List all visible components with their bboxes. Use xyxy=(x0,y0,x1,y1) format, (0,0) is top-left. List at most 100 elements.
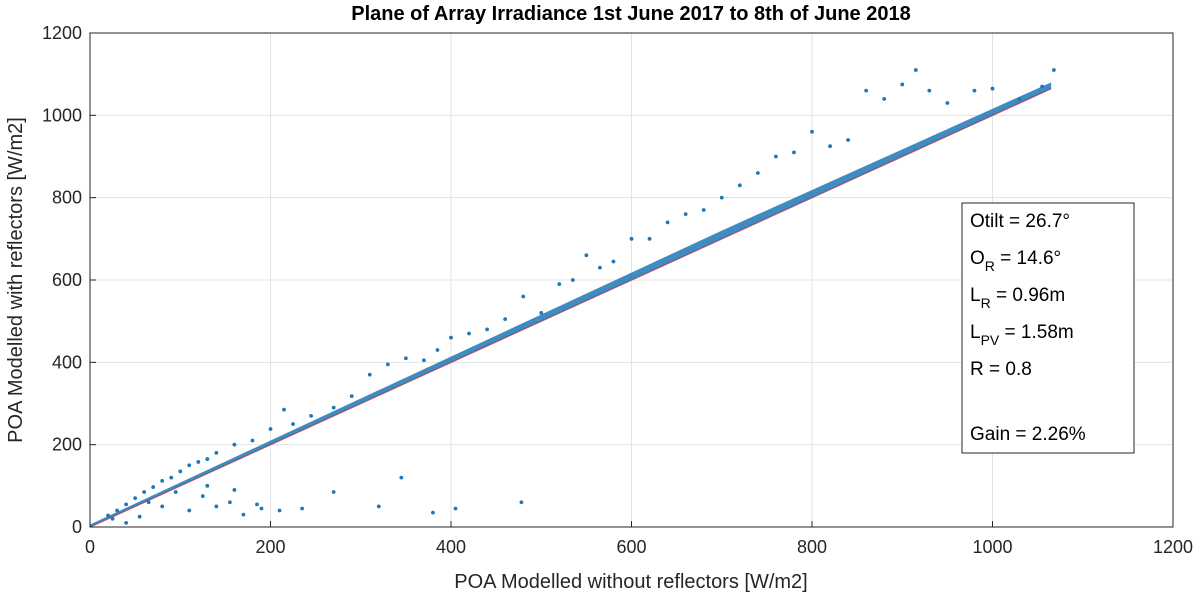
annotation-lr: LR = 0.96m xyxy=(970,285,1065,311)
data-point xyxy=(399,475,404,480)
annotation-lr-value: = 0.96m xyxy=(991,285,1065,306)
data-point xyxy=(124,520,128,525)
data-point xyxy=(124,502,128,507)
data-point xyxy=(309,413,314,418)
annotation-gain-text: Gain = 2.26% xyxy=(970,424,1086,445)
data-point xyxy=(467,331,471,336)
data-point xyxy=(277,508,282,513)
data-point xyxy=(300,506,304,511)
parameter-annotation-box: Otilt = 26.7° OR = 14.6° LR = 0.96m LPV … xyxy=(961,202,1135,454)
data-points xyxy=(90,68,1056,528)
data-point xyxy=(187,463,192,468)
y-tick-label: 400 xyxy=(52,352,82,372)
data-point xyxy=(519,500,524,505)
data-point xyxy=(291,422,295,426)
chart-title: Plane of Array Irradiance 1st June 2017 … xyxy=(351,3,910,25)
data-point xyxy=(367,372,372,377)
data-point xyxy=(403,356,408,361)
data-point xyxy=(1051,68,1056,72)
data-point xyxy=(435,348,440,352)
data-point xyxy=(864,88,869,93)
data-point xyxy=(810,129,814,134)
data-point xyxy=(259,506,264,511)
data-point xyxy=(1017,96,1022,101)
data-point xyxy=(178,469,183,474)
y-tick-labels: 0 200 400 600 800 1000 1200 xyxy=(42,23,96,537)
data-point xyxy=(173,490,178,494)
annotation-lr-subscript: R xyxy=(981,295,991,311)
annotation-r: R = 0.8 xyxy=(970,359,1032,380)
data-point xyxy=(331,405,336,410)
y-axis-label: POA Modelled with reflectors [W/m2] xyxy=(5,117,27,443)
annotation-or: OR = 14.6° xyxy=(970,248,1061,274)
data-point xyxy=(331,490,336,494)
data-point xyxy=(945,101,950,105)
data-point xyxy=(683,212,688,217)
data-point xyxy=(110,516,115,521)
data-point xyxy=(913,68,918,72)
data-point xyxy=(719,195,724,200)
data-point xyxy=(449,335,453,340)
y-tick-label: 600 xyxy=(52,270,82,290)
annotation-or-symbol: O xyxy=(970,248,985,269)
annotation-otilt-text: Otilt = 26.7° xyxy=(970,211,1070,232)
x-tick-label: 0 xyxy=(85,537,95,557)
data-point xyxy=(376,504,381,509)
data-point xyxy=(584,253,589,258)
data-point xyxy=(160,504,165,509)
annotation-lpv-value: = 1.58m xyxy=(999,322,1073,343)
data-point xyxy=(196,460,201,464)
data-point xyxy=(232,442,237,447)
data-point xyxy=(385,362,390,367)
y-tick-label: 1200 xyxy=(42,23,82,43)
annotation-otilt: Otilt = 26.7° xyxy=(970,211,1070,232)
data-point xyxy=(142,490,147,494)
x-tick-label: 200 xyxy=(255,537,285,557)
annotation-lpv-symbol: L xyxy=(970,322,981,343)
data-point xyxy=(774,154,778,159)
data-point xyxy=(521,294,526,299)
data-point xyxy=(503,317,508,322)
annotation-lpv: LPV = 1.58m xyxy=(970,322,1074,348)
y-tick-label: 0 xyxy=(72,517,82,537)
data-point xyxy=(927,88,932,93)
data-point xyxy=(106,513,110,518)
annotation-or-value: = 14.6° xyxy=(995,248,1061,269)
data-point xyxy=(1040,84,1045,89)
annotation-gain: Gain = 2.26% xyxy=(970,424,1086,445)
x-tick-label: 600 xyxy=(616,537,646,557)
data-point xyxy=(133,496,138,501)
data-point xyxy=(232,488,237,492)
data-point xyxy=(282,407,286,412)
data-point xyxy=(205,457,210,461)
x-tick-label: 400 xyxy=(436,537,466,557)
annotation-lpv-subscript: PV xyxy=(981,332,1000,348)
x-tick-label: 1000 xyxy=(972,537,1012,557)
data-point xyxy=(137,514,142,519)
data-point xyxy=(539,311,544,315)
data-point xyxy=(255,502,259,507)
data-point xyxy=(557,282,562,287)
data-point xyxy=(882,96,887,101)
data-point xyxy=(900,82,905,87)
data-point xyxy=(187,508,192,513)
data-point xyxy=(214,504,219,509)
y-tick-label: 800 xyxy=(52,188,82,208)
data-point xyxy=(205,483,210,488)
data-point xyxy=(972,88,977,93)
x-tick-label: 800 xyxy=(797,537,827,557)
data-point xyxy=(214,451,219,455)
y-tick-label: 1000 xyxy=(42,105,82,125)
data-point xyxy=(151,485,156,489)
data-point xyxy=(792,150,796,155)
annotation-box-border xyxy=(961,202,1135,454)
x-axis-label: POA Modelled without reflectors [W/m2] xyxy=(454,571,807,593)
data-point xyxy=(160,478,165,483)
data-point xyxy=(665,220,670,225)
data-point xyxy=(200,494,205,499)
data-point xyxy=(485,327,489,332)
data-point xyxy=(570,278,575,282)
data-point xyxy=(349,394,354,398)
data-point xyxy=(115,508,119,513)
